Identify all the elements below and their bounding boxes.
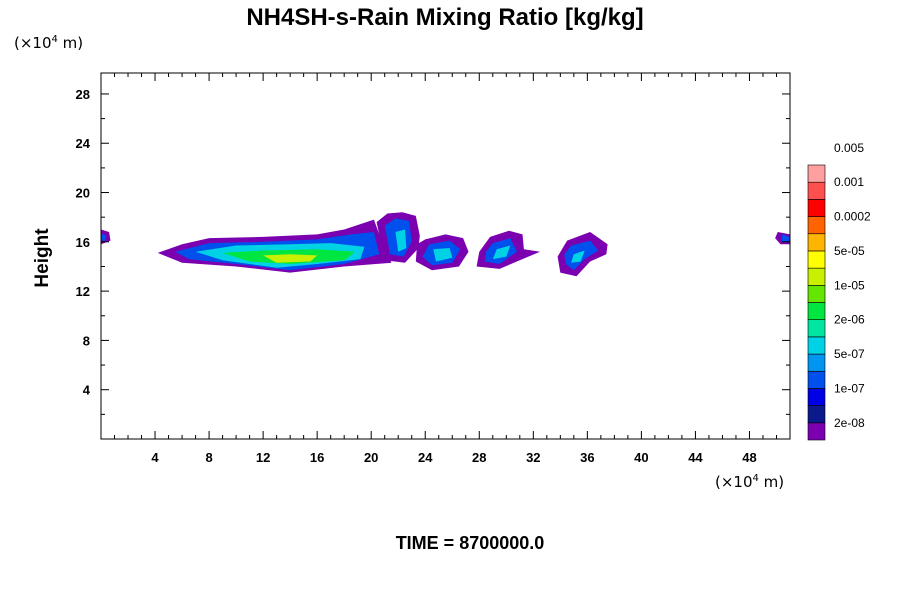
- x-tick-label: 40: [634, 450, 648, 465]
- colorbar-label: 2e-08: [834, 416, 865, 430]
- x-tick-label: 4: [151, 450, 159, 465]
- colorbar-label: 0.0002: [834, 210, 871, 224]
- colorbar-label: 0.001: [834, 175, 864, 189]
- y-axis-unit: (×104 m): [14, 34, 83, 52]
- colorbar-swatch: [807, 353, 826, 372]
- colorbar-label: 1e-07: [834, 381, 865, 395]
- contour-level-1: [101, 233, 107, 241]
- y-tick-label: 4: [83, 383, 91, 398]
- y-axis-label: Height: [32, 228, 53, 288]
- x-tick-label: 8: [205, 450, 212, 465]
- plot-frame: [100, 72, 791, 440]
- colorbar-label: 2e-06: [834, 313, 865, 327]
- contour-region-cell-36: [557, 232, 608, 277]
- colorbar-swatch: [807, 319, 826, 338]
- x-axis-unit: (×104 m): [715, 473, 784, 491]
- colorbar-swatch: [807, 302, 826, 320]
- colorbar-swatch: [807, 250, 826, 269]
- colorbar-swatch: [807, 164, 826, 183]
- y-tick-label: 28: [76, 87, 90, 102]
- colorbar-swatch: [807, 181, 826, 200]
- colorbar-label: 1e-05: [834, 278, 865, 292]
- y-tick-label: 20: [76, 186, 90, 201]
- x-tick-label: 20: [364, 450, 378, 465]
- colorbar-swatch: [807, 285, 826, 303]
- time-label: TIME = 8700000.0: [396, 533, 545, 553]
- colorbar-swatch: [807, 233, 826, 252]
- y-tick-label: 16: [76, 235, 90, 250]
- y-tick-label: 8: [83, 333, 90, 348]
- x-tick-label: 44: [688, 450, 703, 465]
- colorbar-swatch: [807, 267, 826, 286]
- contour-region-edge-right: [775, 232, 790, 245]
- colorbar: 2e-08 1e-07 5e-07 2e-06 1e-05 5e-05 0.0002 0.00…: [807, 141, 871, 441]
- contour-level-4: [263, 254, 318, 263]
- x-tick-label: 12: [256, 450, 270, 465]
- contour-level-2: [395, 229, 407, 252]
- colorbar-label: 5e-05: [834, 244, 865, 258]
- contour-regions: [101, 212, 790, 277]
- x-tick-label: 16: [310, 450, 324, 465]
- colorbar-swatch: [807, 216, 826, 235]
- contour-level-2: [492, 245, 511, 260]
- x-tick-label: 28: [472, 450, 486, 465]
- colorbar-label: 5e-07: [834, 347, 865, 361]
- x-tick-label: 24: [418, 450, 433, 465]
- x-tick-label: 32: [526, 450, 540, 465]
- x-tick-label: 48: [742, 450, 756, 465]
- contour-region-edge-left: [101, 229, 111, 245]
- contour-region-cell-22: [376, 212, 420, 263]
- contour-level-2: [433, 248, 453, 262]
- colorbar-label: 0.005: [834, 141, 864, 155]
- contour-region-main-band: [157, 219, 392, 273]
- contour-level-1: [781, 234, 790, 242]
- colorbar-swatch: [807, 388, 826, 406]
- chart-title: NH4SH-s-Rain Mixing Ratio [kg/kg]: [246, 4, 643, 31]
- colorbar-swatch: [807, 199, 826, 217]
- colorbar-swatch: [807, 422, 826, 441]
- y-tick-label: 24: [76, 136, 91, 151]
- y-tick-label: 12: [76, 284, 90, 299]
- contour-region-cell-29: [476, 230, 541, 269]
- contour-region-cell-25: [415, 234, 469, 271]
- colorbar-swatch: [807, 370, 826, 389]
- colorbar-swatch: [807, 336, 826, 355]
- x-tick-label: 36: [580, 450, 594, 465]
- colorbar-swatch: [807, 405, 826, 424]
- contour-level-2: [571, 250, 585, 263]
